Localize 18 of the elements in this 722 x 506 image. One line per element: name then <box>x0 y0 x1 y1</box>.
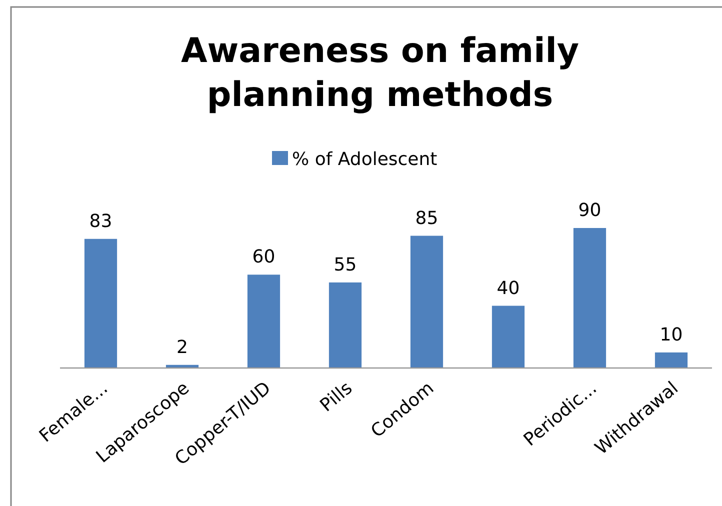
data-label: 40 <box>496 278 520 299</box>
data-label: 2 <box>176 336 188 358</box>
data-label: 90 <box>578 200 602 221</box>
bar <box>84 238 118 368</box>
bar <box>410 236 444 368</box>
bar <box>573 228 606 368</box>
bar <box>328 282 362 368</box>
x-tick-label: Pills <box>316 378 356 416</box>
legend-label: % of Adolescent <box>292 149 438 170</box>
bar <box>247 274 280 368</box>
data-label: 83 <box>89 210 112 232</box>
data-label: 10 <box>660 324 683 346</box>
data-label: 85 <box>415 208 438 229</box>
bar <box>654 352 688 368</box>
data-label: 60 <box>252 246 276 268</box>
chart-title: Awareness on family planning methods <box>180 31 580 115</box>
bar <box>492 306 525 368</box>
data-label: 55 <box>334 254 357 276</box>
